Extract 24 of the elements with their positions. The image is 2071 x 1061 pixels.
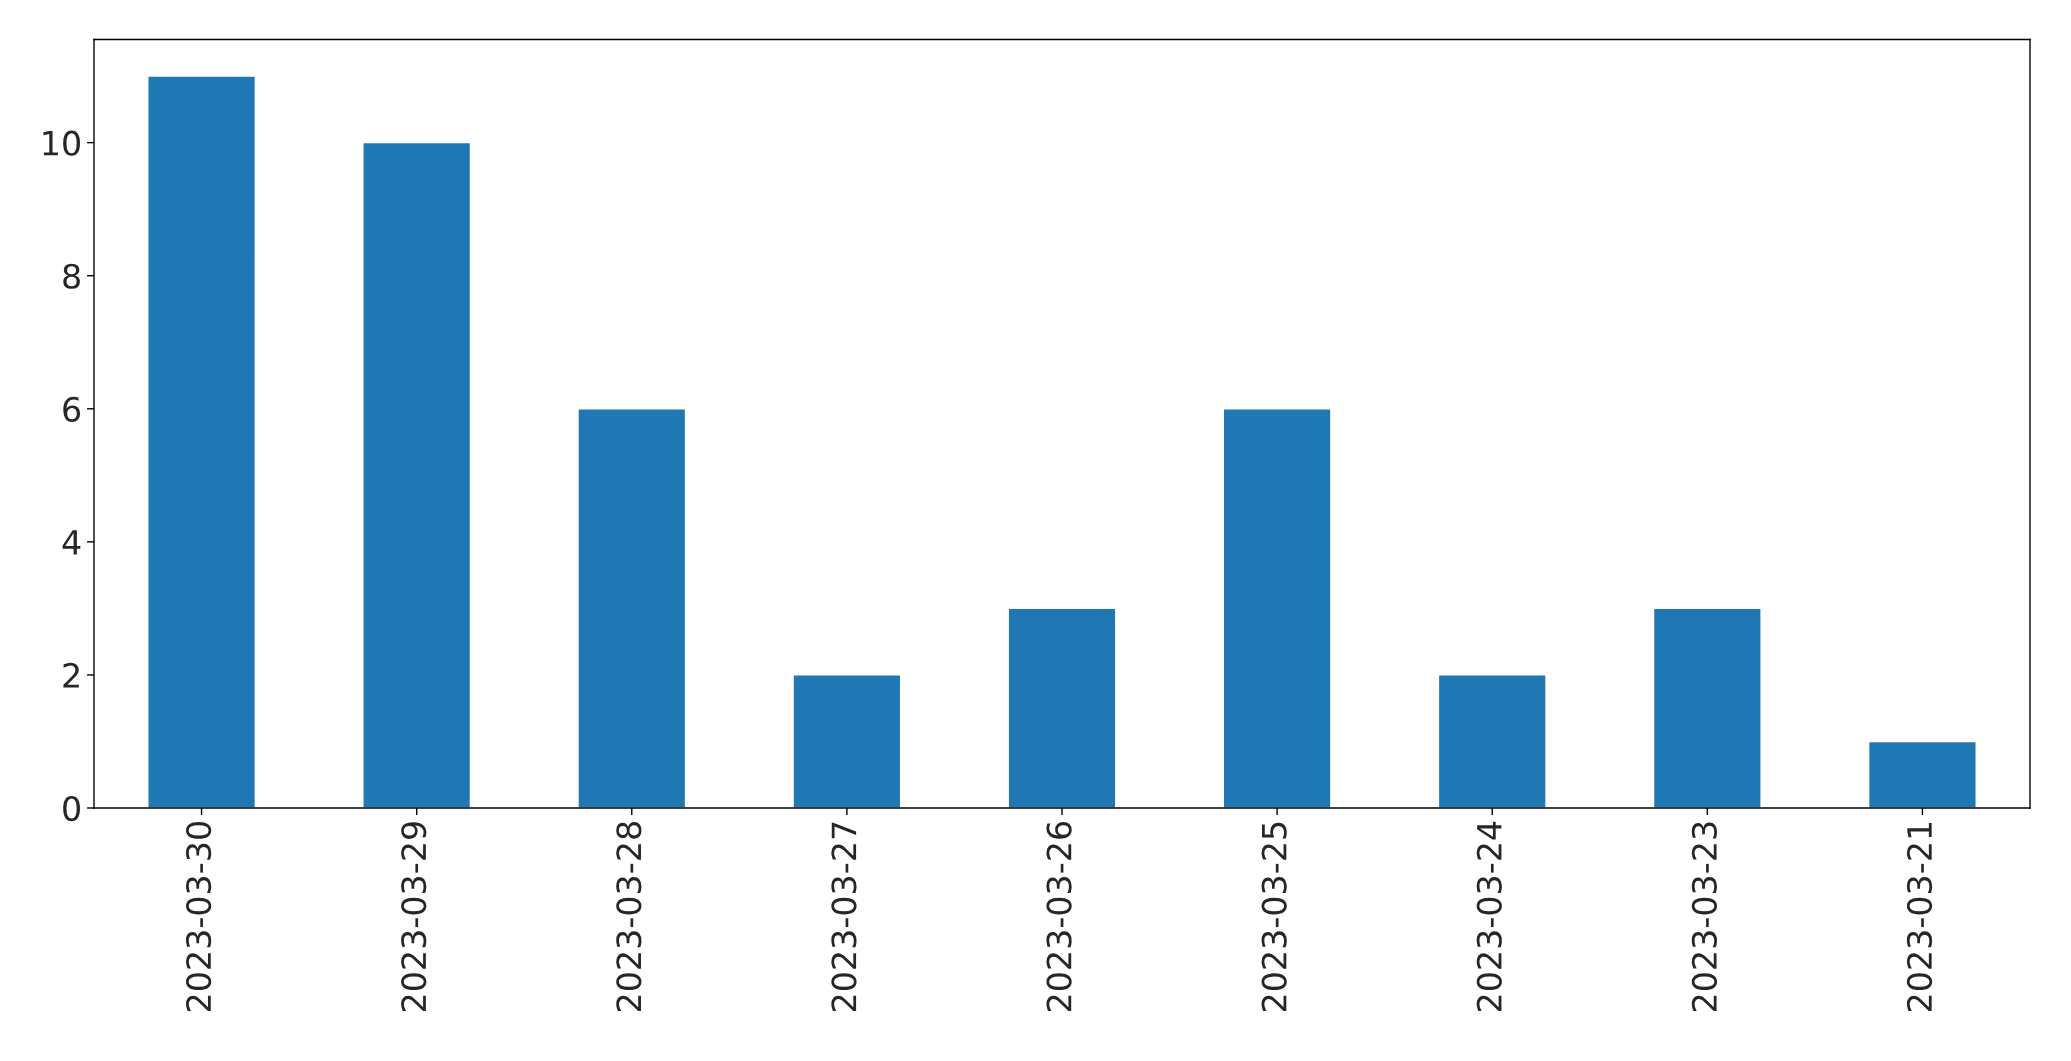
x-tick-label: 2023-03-23 [1691, 822, 1718, 1012]
y-tick-label: 0 [63, 795, 80, 822]
x-tick-label: 2023-03-28 [616, 822, 642, 1012]
bar [1222, 408, 1332, 808]
x-tick-label: 2023-03-24 [1476, 821, 1502, 1012]
x-tick-label: 2023-03-25 [1261, 822, 1287, 1012]
bar [792, 674, 902, 808]
y-tick-label: 2 [63, 662, 79, 688]
y-tick-label: 4 [62, 530, 81, 555]
x-tick-label: 2023-03-27 [831, 822, 857, 1012]
x-tick-label: 2023-03-21 [1906, 822, 1933, 1012]
bar [577, 408, 687, 808]
bar [147, 75, 257, 808]
x-tick-label: 2023-03-26 [1046, 821, 1072, 1012]
y-tick-label: 8 [63, 263, 80, 289]
bar [1867, 740, 1977, 808]
bar [1007, 607, 1117, 808]
x-tick-label: 2023-03-29 [401, 822, 427, 1012]
bar [362, 141, 472, 808]
bar [1437, 674, 1547, 808]
bar [1652, 607, 1762, 808]
y-tick-label: 6 [63, 396, 81, 422]
y-tick-label: 10 [43, 130, 80, 156]
x-tick-label: 2023-03-30 [186, 822, 212, 1012]
